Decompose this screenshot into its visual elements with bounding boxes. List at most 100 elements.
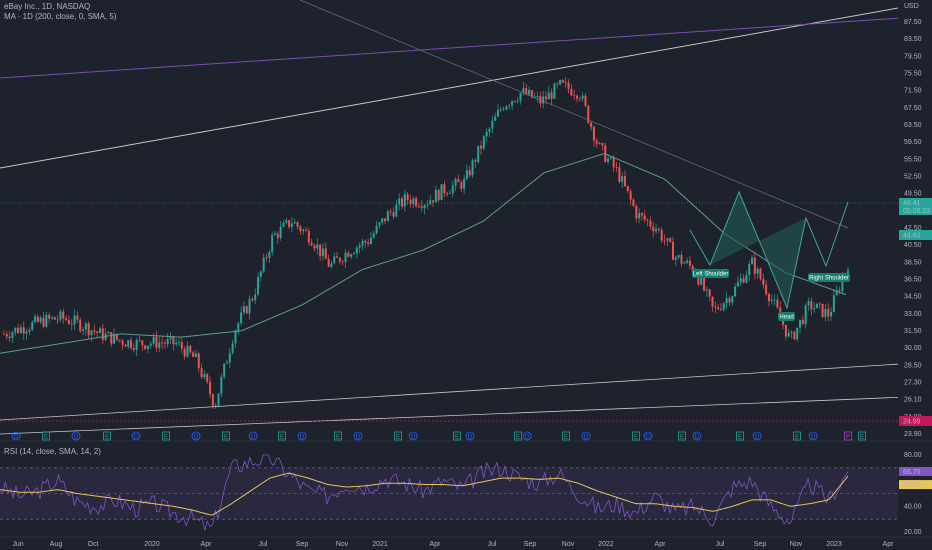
candle-body xyxy=(655,228,658,232)
candle-body xyxy=(209,381,212,395)
candle-body xyxy=(443,184,446,194)
candle-body xyxy=(242,306,245,313)
low-marker-badge: 24.99 xyxy=(903,419,921,426)
candle-body xyxy=(722,303,725,310)
candle-body xyxy=(454,179,457,186)
price-tick-label: 83.50 xyxy=(904,36,922,43)
candle-body xyxy=(734,286,737,297)
candle-body xyxy=(468,170,471,176)
candle-body xyxy=(618,167,621,182)
candle-body xyxy=(513,101,516,102)
candle-body xyxy=(271,234,274,253)
candle-body xyxy=(592,127,595,141)
rsi-pane[interactable] xyxy=(0,454,898,531)
price-tick-label: 75.50 xyxy=(904,71,922,78)
rsi-indicator-legend[interactable]: RSI (14, close, SMA, 14, 2) xyxy=(4,447,101,456)
time-tick-label: 2020 xyxy=(144,541,160,548)
candle-body xyxy=(671,241,674,260)
candle-body xyxy=(669,238,672,242)
ma-indicator-legend[interactable]: MA · 1D (200, close, 0, SMA, 5) xyxy=(4,12,117,21)
candle-body xyxy=(818,303,821,305)
price-tick-label: 33.00 xyxy=(904,311,922,318)
candle-body xyxy=(73,315,76,325)
candle-body xyxy=(240,312,243,324)
right-shoulder-label: Right Shoulder xyxy=(809,276,849,282)
candle-body xyxy=(70,324,73,325)
candle-body xyxy=(299,226,302,232)
candle-body xyxy=(463,178,466,189)
candle-body xyxy=(90,330,93,336)
candle-body xyxy=(257,276,260,295)
event-marker-dividend: D xyxy=(251,435,256,441)
candle-body xyxy=(595,140,598,144)
event-marker-earnings: E xyxy=(680,435,684,441)
candle-body xyxy=(336,256,339,258)
candle-body xyxy=(550,92,553,99)
candle-body xyxy=(567,82,570,89)
candle-body xyxy=(149,343,152,346)
candle-body xyxy=(324,248,327,259)
left-shoulder-label-bg xyxy=(692,269,729,278)
candle-body xyxy=(67,320,70,325)
candle-body xyxy=(703,277,706,291)
candle-body xyxy=(127,340,130,347)
candle-body xyxy=(217,393,220,406)
candle-body xyxy=(34,316,37,322)
candle-body xyxy=(401,198,404,207)
last-price-badge-bg xyxy=(899,198,932,215)
event-marker-dividend: D xyxy=(134,435,139,441)
candle-body xyxy=(542,96,545,104)
price-tick-label: 55.50 xyxy=(904,156,922,163)
ma-200-line xyxy=(0,152,847,354)
time-tick-label: Jul xyxy=(716,541,725,548)
candle-body xyxy=(841,277,844,292)
candle-body xyxy=(570,88,573,96)
time-tick-label: Nov xyxy=(790,541,803,548)
candle-body xyxy=(56,319,59,321)
candle-body xyxy=(544,96,547,100)
candle-body xyxy=(533,96,536,98)
candle-body xyxy=(765,284,768,295)
event-marker-frame xyxy=(581,431,591,441)
head-label-bg xyxy=(778,312,795,321)
time-tick-label: Jul xyxy=(259,541,268,548)
candle-body xyxy=(321,248,324,256)
price-tick-label: 52.50 xyxy=(904,174,922,181)
event-marker-frame xyxy=(278,431,286,441)
event-marker-earnings: E xyxy=(280,435,284,441)
candle-body xyxy=(437,189,440,201)
candle-body xyxy=(110,332,113,344)
event-marker-earnings: E xyxy=(455,435,459,441)
candle-body xyxy=(561,80,564,83)
last-price-label: 49.41 xyxy=(903,200,921,207)
candle-body xyxy=(451,185,454,194)
time-tick-label: Sep xyxy=(296,541,309,548)
candle-body xyxy=(381,218,384,223)
candle-body xyxy=(742,278,745,283)
candle-body xyxy=(536,95,539,97)
rsi-value-label: 66.75 xyxy=(903,469,921,476)
candle-body xyxy=(53,317,56,320)
candle-body xyxy=(355,247,358,254)
candle-body xyxy=(330,263,333,267)
candle-body xyxy=(132,347,135,350)
candle-body xyxy=(358,245,361,248)
candle-body xyxy=(84,323,87,330)
event-marker-earnings: E xyxy=(860,435,864,441)
event-marker-frame xyxy=(678,431,686,441)
candle-body xyxy=(203,374,206,378)
candle-body xyxy=(395,204,398,217)
candle-body xyxy=(847,270,849,274)
candle-body xyxy=(607,158,610,163)
candle-body xyxy=(389,211,392,213)
event-marker-frame xyxy=(844,431,852,441)
candle-body xyxy=(220,376,223,394)
candle-body xyxy=(214,405,217,407)
candle-body xyxy=(22,327,25,334)
candle-body xyxy=(189,345,192,353)
low-marker-badge-bg xyxy=(899,416,932,426)
symbol-title[interactable]: eBay Inc., 1D, NASDAQ xyxy=(4,2,91,11)
candle-body xyxy=(745,275,748,283)
